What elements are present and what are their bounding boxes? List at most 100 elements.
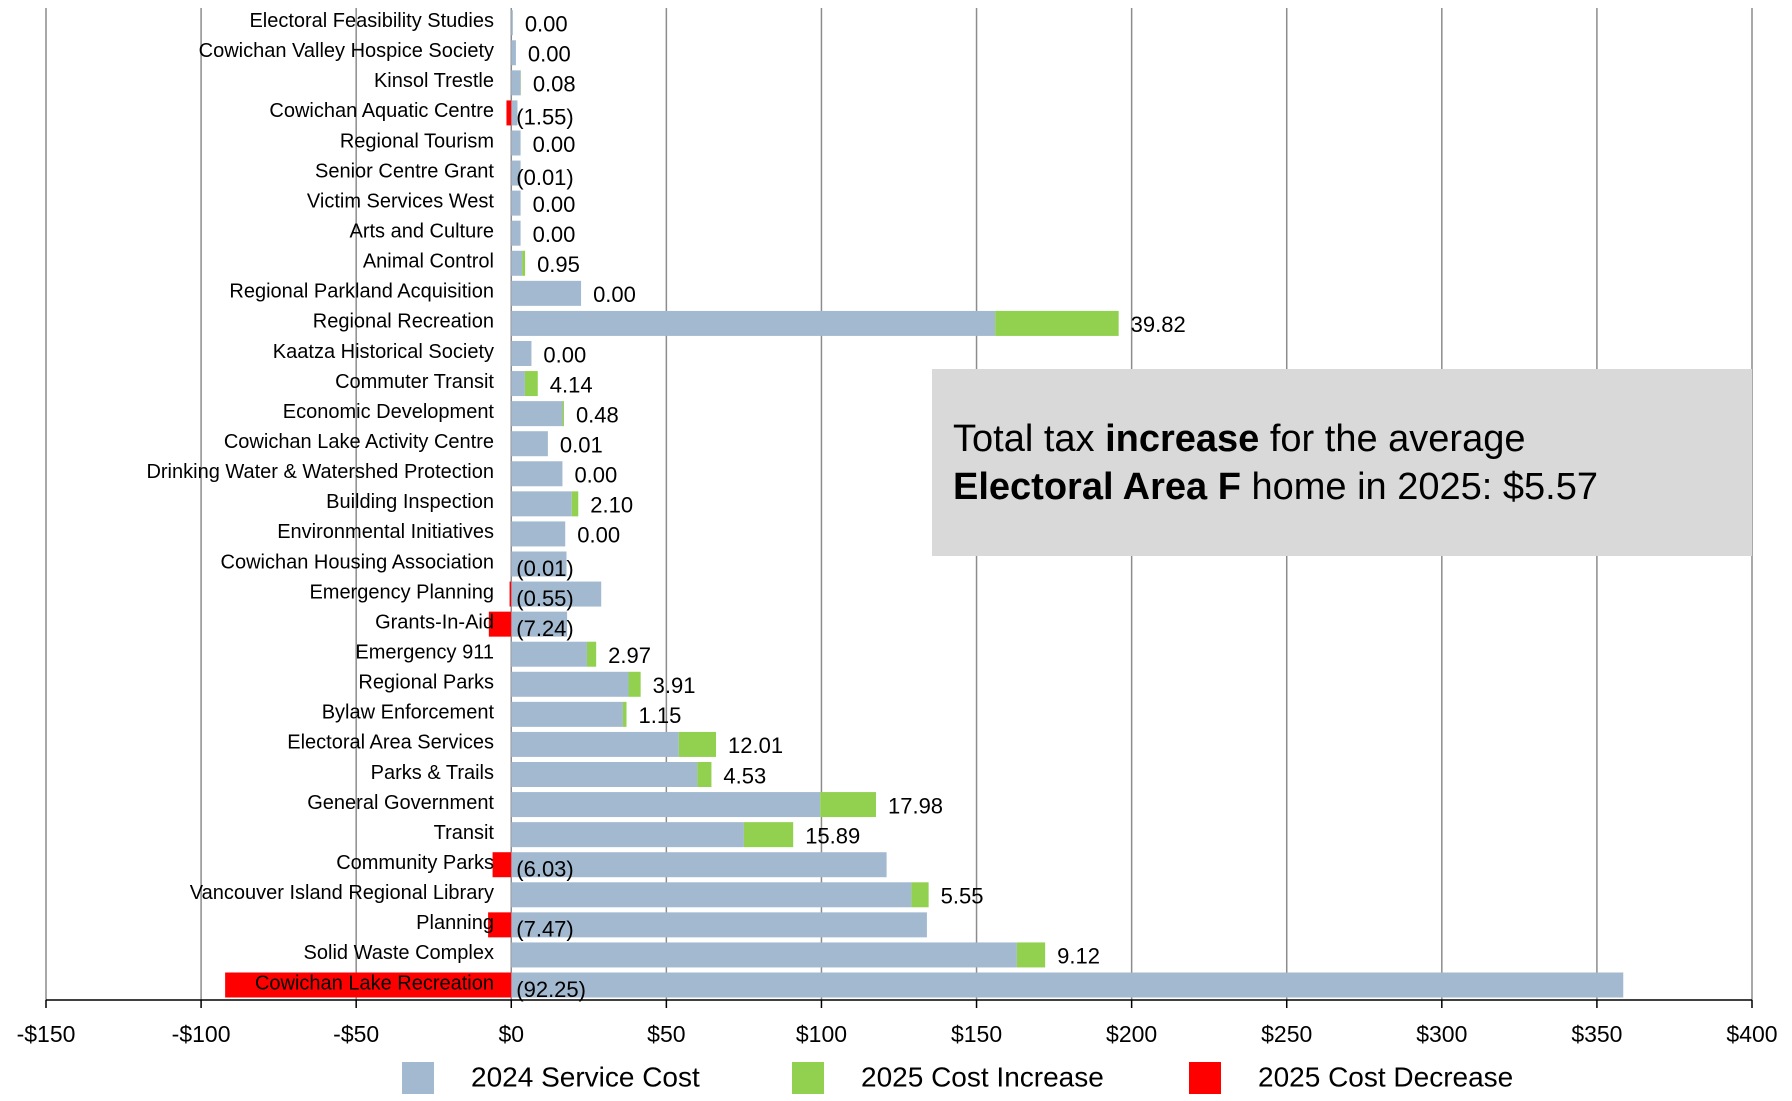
x-tick-label: -$50	[333, 1021, 379, 1047]
annotation-part: for the average	[1259, 418, 1525, 460]
data-label: 0.95	[537, 252, 580, 277]
category-label: Drinking Water & Watershed Protection	[146, 461, 494, 483]
bar-segment	[511, 130, 521, 156]
category-label: Solid Waste Complex	[304, 942, 494, 964]
data-label: 9.12	[1057, 944, 1100, 969]
category-label: Electoral Area Services	[287, 732, 494, 754]
data-label: 4.53	[723, 763, 766, 788]
category-label: Arts and Culture	[349, 220, 494, 242]
category-label: Regional Tourism	[340, 130, 494, 152]
bar-segment	[509, 581, 512, 607]
bar-segment	[571, 491, 579, 517]
x-tick-label: $400	[1726, 1021, 1777, 1047]
data-label: 17.98	[888, 793, 943, 818]
legend-label: 2025 Cost Increase	[861, 1061, 1104, 1092]
bar-segment	[697, 761, 712, 787]
data-label: 0.00	[533, 222, 576, 247]
bar-segment	[511, 250, 523, 276]
category-label: Electoral Feasibility Studies	[249, 10, 494, 32]
x-tick-label: $150	[951, 1021, 1002, 1047]
category-label: Regional Parkland Acquisition	[229, 281, 494, 303]
bar-segment	[511, 611, 568, 637]
category-label: Vancouver Island Regional Library	[190, 882, 494, 904]
bar-segment	[511, 731, 679, 757]
bar-segment	[511, 671, 629, 697]
category-label: Cowichan Housing Association	[221, 551, 495, 573]
legend-label: 2025 Cost Decrease	[1258, 1061, 1513, 1092]
category-label: Emergency 911	[355, 641, 494, 663]
category-label: Environmental Initiatives	[277, 521, 494, 543]
category-label: Senior Centre Grant	[315, 160, 494, 182]
bar-segment	[562, 401, 564, 427]
legend-label: 2024 Service Cost	[471, 1061, 700, 1092]
bar-segment	[511, 972, 1624, 998]
category-label: Commuter Transit	[335, 371, 494, 393]
legend-swatch	[792, 1062, 824, 1094]
data-label: (0.01)	[516, 165, 573, 190]
data-label: 0.00	[533, 192, 576, 217]
bar-segment	[511, 551, 567, 577]
annotation-box	[932, 369, 1752, 556]
x-tick-label: $0	[498, 1021, 524, 1047]
bar-segment	[911, 882, 929, 908]
data-label: 12.01	[728, 733, 783, 758]
bar-segment	[506, 100, 512, 126]
data-label: (0.01)	[516, 556, 573, 581]
bar-segment	[511, 942, 1017, 968]
data-label: 0.48	[576, 402, 619, 427]
category-label: Emergency Planning	[309, 581, 494, 603]
annotation-part: increase	[1105, 418, 1259, 460]
bar-segment	[1016, 942, 1046, 968]
data-label: 3.91	[653, 673, 696, 698]
bar-segment	[511, 521, 566, 547]
category-label: Building Inspection	[326, 491, 494, 513]
data-label: 0.00	[543, 342, 586, 367]
bar-segment	[820, 792, 876, 818]
bar-segment	[511, 70, 521, 96]
data-label: 1.15	[639, 703, 682, 728]
category-label: Economic Development	[283, 401, 495, 423]
bar-segment	[511, 340, 532, 366]
bar-segment	[511, 852, 887, 878]
category-label: Kinsol Trestle	[374, 70, 494, 92]
bar-segment	[511, 792, 821, 818]
bar-segment	[511, 371, 525, 397]
data-label: (7.24)	[516, 616, 573, 641]
bar-segment	[511, 912, 927, 938]
bar-segment	[522, 250, 526, 276]
bar-segment	[511, 40, 516, 66]
x-tick-label: $350	[1571, 1021, 1622, 1047]
x-tick-label: -$100	[172, 1021, 231, 1047]
x-tick-label: $200	[1106, 1021, 1157, 1047]
bar-segment	[488, 611, 512, 637]
bar-segment	[511, 701, 623, 727]
category-label: Cowichan Lake Recreation	[255, 972, 494, 994]
category-label: Grants-In-Aid	[375, 611, 494, 633]
data-label: 0.00	[577, 523, 620, 548]
bar-segment	[511, 641, 587, 667]
data-label: 4.14	[550, 372, 593, 397]
data-label: 15.89	[805, 823, 860, 848]
bar-segment	[628, 671, 641, 697]
category-label: Regional Parks	[358, 672, 494, 694]
bar-segment	[586, 641, 597, 667]
category-label: Planning	[416, 912, 494, 934]
category-label: General Government	[307, 792, 494, 814]
bar-segment	[511, 10, 513, 36]
data-label: 2.97	[608, 643, 651, 668]
category-label: Bylaw Enforcement	[322, 702, 495, 724]
data-label: (0.55)	[516, 586, 573, 611]
x-tick-label: -$150	[17, 1021, 76, 1047]
bar-segment	[511, 100, 518, 126]
data-label: (6.03)	[516, 857, 573, 882]
bar-segment	[511, 882, 912, 908]
data-label: 0.00	[574, 463, 617, 488]
x-tick-label: $250	[1261, 1021, 1312, 1047]
category-label: Cowichan Aquatic Centre	[269, 100, 494, 122]
bar-segment	[622, 701, 627, 727]
bar-segment	[511, 581, 602, 607]
category-label: Victim Services West	[307, 190, 495, 212]
data-label: 0.01	[560, 433, 603, 458]
data-label: (92.25)	[516, 977, 586, 1002]
bar-segment	[995, 310, 1119, 336]
